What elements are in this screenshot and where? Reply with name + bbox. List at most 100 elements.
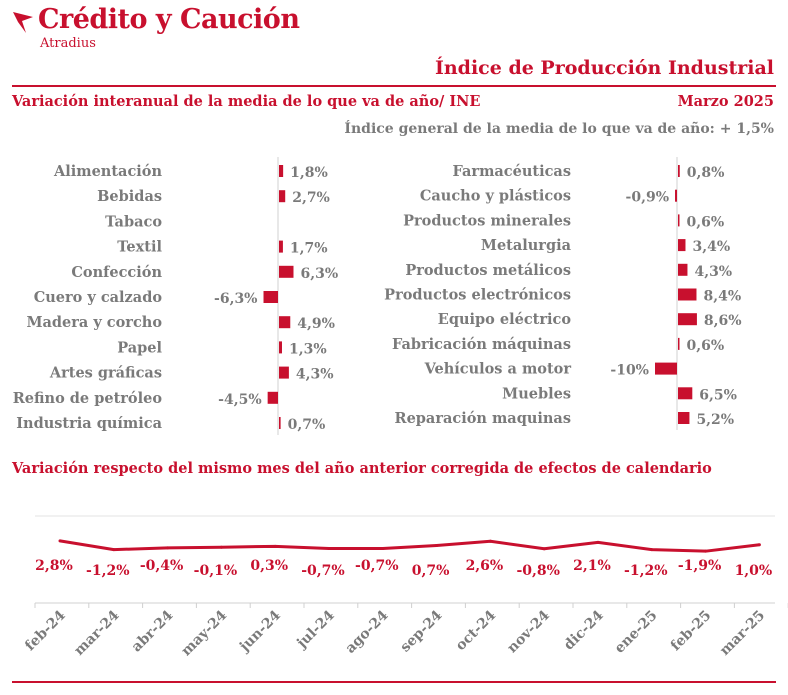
data-point bbox=[381, 547, 385, 551]
data-label: 1,0% bbox=[735, 563, 773, 579]
sector-bar-charts: Alimentación 1,8% Bebidas 2,7% Tabaco Textil 1… bbox=[13, 157, 742, 435]
bar bbox=[279, 165, 284, 177]
data-label: 0,7% bbox=[412, 563, 450, 579]
bar-value-label: -6,3% bbox=[214, 291, 257, 307]
category-label: Fabricación máquinas bbox=[392, 336, 571, 353]
data-label: 0,3% bbox=[250, 558, 288, 574]
x-tick-label: feb-25 bbox=[668, 608, 715, 655]
bar bbox=[678, 214, 680, 227]
bar bbox=[655, 362, 677, 375]
bar-value-label: 8,4% bbox=[703, 289, 741, 305]
data-point bbox=[650, 548, 654, 552]
bar bbox=[678, 239, 686, 252]
data-point bbox=[327, 547, 331, 551]
category-label: Alimentación bbox=[53, 163, 162, 180]
data-point bbox=[166, 546, 170, 550]
x-tick-label: mar-24 bbox=[71, 607, 122, 658]
series-line bbox=[59, 539, 760, 553]
x-tick-label: feb-24 bbox=[22, 607, 69, 654]
data-label: -0,8% bbox=[516, 563, 559, 579]
bar bbox=[267, 391, 278, 404]
data-point bbox=[704, 549, 708, 553]
data-label: 2,6% bbox=[466, 558, 504, 574]
x-tick-label: nov-24 bbox=[504, 607, 553, 656]
bar bbox=[678, 288, 697, 301]
category-label: Vehículos a motor bbox=[424, 361, 572, 378]
bar-value-label: 6,5% bbox=[699, 387, 737, 403]
data-label: -1,2% bbox=[624, 563, 667, 579]
bar-value-label: 8,6% bbox=[704, 313, 742, 329]
x-tick-label: sep-24 bbox=[397, 607, 445, 655]
data-point bbox=[542, 547, 546, 551]
category-label: Cuero y calzado bbox=[34, 289, 163, 306]
category-label: Madera y corcho bbox=[26, 314, 162, 331]
x-tick-label: oct-24 bbox=[453, 607, 500, 654]
bar-value-label: 1,7% bbox=[290, 241, 328, 257]
data-label: -0,4% bbox=[140, 558, 183, 574]
category-label: Bebidas bbox=[97, 188, 162, 205]
category-label: Artes gráficas bbox=[49, 365, 162, 382]
bar-value-label: 4,3% bbox=[694, 264, 732, 280]
bar-value-label: -0,9% bbox=[626, 190, 669, 206]
category-label: Textil bbox=[117, 239, 162, 256]
bar-value-label: 6,3% bbox=[300, 266, 338, 282]
bar bbox=[279, 417, 281, 429]
data-point bbox=[112, 548, 116, 552]
data-point bbox=[488, 539, 492, 543]
category-label: Caucho y plásticos bbox=[420, 188, 571, 205]
category-label: Muebles bbox=[502, 385, 571, 402]
x-tick-label: mar-25 bbox=[717, 608, 768, 659]
bar-value-label: 4,9% bbox=[297, 316, 335, 332]
bar-value-label: 0,7% bbox=[288, 417, 326, 433]
bar bbox=[279, 190, 286, 203]
bar-value-label: 5,2% bbox=[696, 412, 734, 428]
bar-value-label: -4,5% bbox=[218, 392, 261, 408]
bar bbox=[279, 240, 283, 253]
bar bbox=[263, 291, 278, 303]
bar-value-label: 4,3% bbox=[296, 367, 334, 383]
x-tick-label: ago-24 bbox=[342, 607, 391, 656]
category-label: Tabaco bbox=[105, 213, 162, 230]
category-label: Farmacéuticas bbox=[453, 163, 571, 180]
section2-title: Variación respecto del mismo mes del año… bbox=[12, 460, 712, 477]
data-point bbox=[757, 543, 761, 547]
brand-name: Crédito y Caución bbox=[38, 4, 300, 35]
bar-value-label: 1,3% bbox=[289, 341, 327, 357]
data-point bbox=[219, 545, 223, 549]
data-point bbox=[596, 540, 600, 544]
bar bbox=[675, 189, 677, 202]
category-label: Refino de petróleo bbox=[13, 390, 163, 407]
x-tick-label: ene-25 bbox=[612, 608, 661, 657]
bar bbox=[279, 265, 294, 278]
general-index-note: Índice general de la media de lo que va … bbox=[344, 121, 774, 137]
data-label: -0,7% bbox=[301, 563, 344, 579]
bar bbox=[678, 263, 688, 276]
header-divider bbox=[12, 85, 776, 87]
x-tick-label: dic-24 bbox=[561, 607, 607, 653]
bar-value-label: 0,6% bbox=[687, 338, 725, 354]
bar bbox=[678, 337, 680, 350]
data-label: -0,1% bbox=[194, 563, 237, 579]
x-tick-label: may-24 bbox=[178, 607, 230, 659]
bar-value-label: 3,4% bbox=[692, 239, 730, 255]
data-label: -1,2% bbox=[86, 563, 129, 579]
category-label: Confección bbox=[71, 264, 162, 281]
category-label: Productos metálicos bbox=[405, 262, 571, 279]
data-point bbox=[435, 543, 439, 547]
bar-value-label: 1,8% bbox=[290, 165, 328, 181]
bar bbox=[279, 366, 289, 379]
section1-title: Variación interanual de la media de lo q… bbox=[12, 93, 481, 110]
category-label: Papel bbox=[117, 339, 162, 356]
bar bbox=[678, 165, 680, 177]
category-label: Industria química bbox=[16, 415, 162, 432]
brand-subtitle: Atradius bbox=[40, 36, 96, 51]
red-flag-logo-icon bbox=[13, 12, 33, 33]
data-label: -1,9% bbox=[678, 558, 721, 574]
bar-value-label: -10% bbox=[610, 363, 649, 379]
x-tick-label: jul-24 bbox=[293, 607, 338, 652]
category-label: Productos minerales bbox=[403, 212, 571, 229]
data-label: 2,1% bbox=[573, 558, 611, 574]
x-tick-label: abr-24 bbox=[129, 607, 177, 655]
bar bbox=[678, 313, 697, 326]
